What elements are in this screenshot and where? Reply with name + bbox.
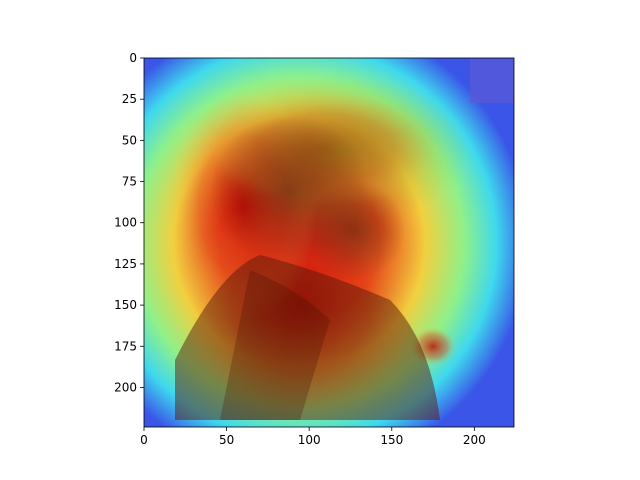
- heatmap-cold-corner: [470, 58, 514, 103]
- y-tick-label: 200: [114, 380, 137, 394]
- heatmap-hot-region: [409, 326, 457, 367]
- y-tick-label: 0: [129, 51, 137, 65]
- axes-frame: [143, 57, 515, 428]
- x-tick-label: 150: [380, 433, 403, 447]
- x-tick-label: 100: [298, 433, 321, 447]
- x-tick-label: 0: [140, 433, 148, 447]
- y-tick-label: 125: [114, 257, 137, 271]
- y-tick-label: 25: [122, 92, 137, 106]
- y-axis: 0 25 50 75 100 125 150 175 200: [114, 51, 144, 394]
- y-tick-label: 75: [122, 175, 137, 189]
- portrait-image: [175, 75, 470, 420]
- x-tick-label: 50: [219, 433, 234, 447]
- y-tick-label: 175: [114, 339, 137, 353]
- y-tick-label: 50: [122, 133, 137, 147]
- y-tick-label: 100: [114, 216, 137, 230]
- y-tick-label: 150: [114, 298, 137, 312]
- x-axis: 0 50 100 150 200: [140, 427, 486, 447]
- x-tick-label: 200: [463, 433, 486, 447]
- plot-area: [144, 58, 514, 427]
